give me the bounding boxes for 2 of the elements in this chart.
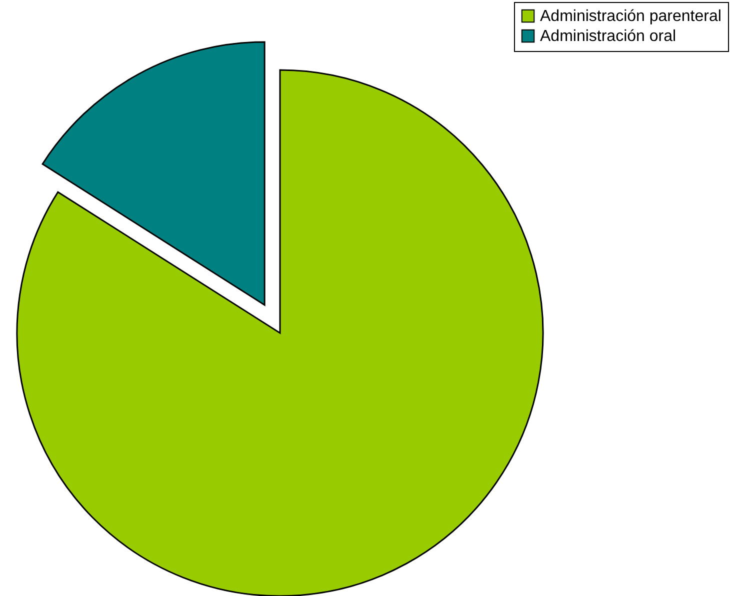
- legend-label: Administración parenteral: [540, 8, 722, 25]
- legend-label: Administración oral: [540, 28, 676, 45]
